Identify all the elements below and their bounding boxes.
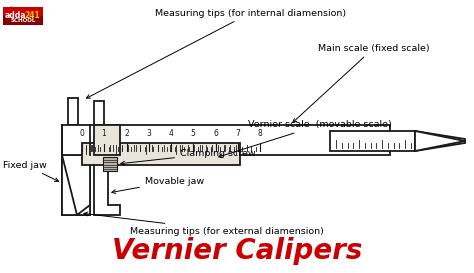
Text: 3: 3 [146, 129, 151, 138]
Bar [82, 143, 240, 165]
Bar [330, 131, 415, 151]
Polygon shape [94, 101, 104, 125]
Polygon shape [415, 131, 465, 151]
Text: Clamping screw: Clamping screw [121, 149, 255, 165]
Polygon shape [62, 155, 90, 215]
Bar [103, 157, 117, 171]
Polygon shape [68, 98, 78, 125]
Text: 0: 0 [80, 129, 84, 138]
Bar [94, 125, 120, 155]
Polygon shape [62, 155, 90, 215]
Text: 4: 4 [169, 129, 173, 138]
Text: Movable jaw: Movable jaw [112, 177, 204, 194]
Text: 5: 5 [191, 129, 195, 138]
Text: 8: 8 [258, 129, 263, 138]
Text: Fixed jaw: Fixed jaw [3, 161, 58, 181]
Text: 6: 6 [214, 129, 219, 138]
Text: adda: adda [5, 11, 27, 20]
Text: 2: 2 [125, 129, 129, 138]
Polygon shape [415, 131, 465, 151]
Polygon shape [62, 155, 90, 215]
Bar [62, 125, 390, 155]
Bar [3, 7, 43, 25]
Text: ▲: ▲ [7, 3, 17, 16]
Text: Vernier scale  (movable scale): Vernier scale (movable scale) [219, 120, 392, 158]
Polygon shape [94, 155, 120, 215]
Text: SCHOOL: SCHOOL [10, 17, 36, 22]
Text: Main scale (fixed scale): Main scale (fixed scale) [293, 43, 429, 122]
Text: Measuring tips (for external diamension): Measuring tips (for external diamension) [84, 212, 324, 236]
Text: Measuring tips (for internal diamension): Measuring tips (for internal diamension) [86, 8, 346, 98]
Bar [3, 16, 43, 25]
Text: Vernier Calipers: Vernier Calipers [112, 237, 362, 265]
Polygon shape [62, 155, 90, 215]
Text: 241: 241 [24, 11, 40, 20]
Text: 1: 1 [101, 129, 106, 138]
Text: 7: 7 [236, 129, 240, 138]
